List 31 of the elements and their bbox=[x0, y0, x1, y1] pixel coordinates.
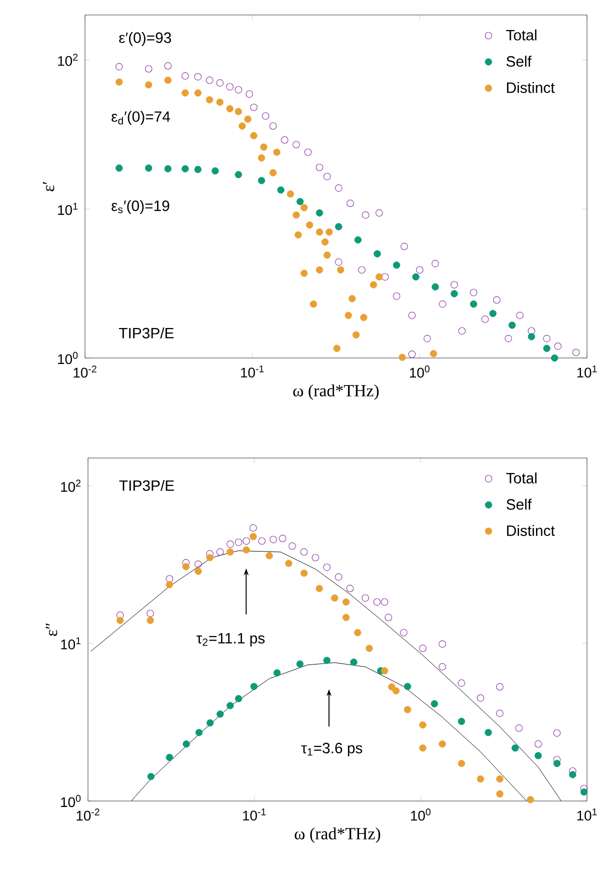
legend-label: Distinct bbox=[507, 525, 555, 536]
x-tick-label: 10$^{-1}$ bbox=[241, 365, 264, 378]
x-axis-title: ω (rad*THz) bbox=[293, 384, 379, 400]
legend-label: Total bbox=[506, 29, 536, 40]
annotation: ε′(0)=93 bbox=[119, 32, 172, 46]
y-tick-label: 10$^{2}$ bbox=[61, 480, 80, 492]
legend-label: Self bbox=[506, 498, 532, 510]
legend-label: Total bbox=[506, 472, 536, 484]
x-axis-title: ω (rad*THz) bbox=[294, 828, 380, 843]
x-tick-label: 10$^{1}$ bbox=[577, 808, 597, 821]
x-tick-label: 10$^{-2}$ bbox=[76, 808, 100, 821]
x-tick-label: 10$^{-1}$ bbox=[243, 808, 266, 821]
annotation: TIP3P/E bbox=[118, 327, 174, 338]
annotation: ε$_{d}$′(0)=74 bbox=[112, 110, 170, 125]
annotation: TIP3P/E bbox=[119, 480, 174, 491]
x-tick-label: 10$^{-2}$ bbox=[74, 366, 96, 378]
y-tick-label: 10$^{2}$ bbox=[58, 54, 78, 66]
x-tick-label: 10$^{0}$ bbox=[411, 808, 431, 821]
y-tick-label: 10$^{0}$ bbox=[61, 794, 81, 808]
annotation: τ$_{1}$=3.6 ps bbox=[301, 742, 362, 756]
legend-label: Distinct bbox=[507, 82, 555, 93]
x-tick-label: 10$^{0}$ bbox=[410, 366, 430, 378]
y-tick-label: 10$^{0}$ bbox=[58, 352, 78, 364]
y-axis-title: ε″ bbox=[46, 623, 58, 636]
legend-label: Self bbox=[506, 56, 532, 67]
annotation: ε$_{s}$′(0)=19 bbox=[112, 200, 170, 214]
y-tick-label: 10$^{1}$ bbox=[58, 202, 78, 215]
y-axis-title: ε′ bbox=[42, 182, 54, 192]
x-tick-label: 10$^{1}$ bbox=[577, 365, 597, 378]
y-tick-label: 10$^{1}$ bbox=[61, 637, 81, 650]
annotation: τ$_{2}$=11.1 ps bbox=[196, 633, 265, 646]
